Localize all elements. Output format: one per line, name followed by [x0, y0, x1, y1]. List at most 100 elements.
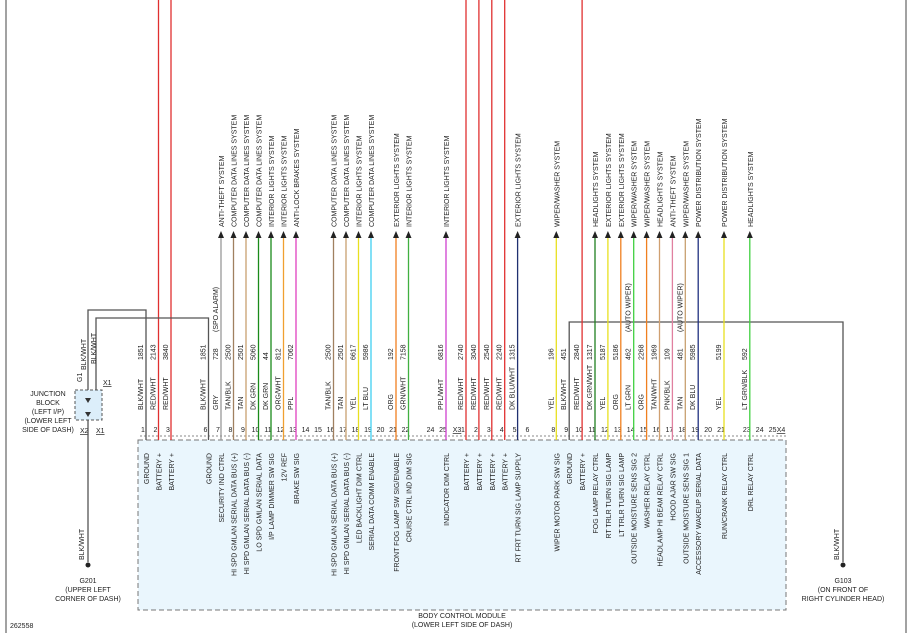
- pin-number: 25: [439, 427, 447, 434]
- circuit-number: 812: [276, 348, 283, 360]
- pin-number: 9: [241, 427, 245, 434]
- circuit-number: 5186: [613, 344, 620, 360]
- destination-system: INTERIOR LIGHTS SYSTEM: [407, 135, 414, 227]
- pin-function: HI SPD GMLAN SERIAL DATA BUS (-): [344, 453, 351, 574]
- destination-system: INTERIOR LIGHTS SYSTEM: [444, 135, 451, 227]
- junction-connector: X1: [96, 428, 105, 435]
- wire-color: LT BLU: [363, 387, 370, 410]
- circuit-number: 196: [548, 348, 555, 360]
- junction-wire: BLK/WHT: [81, 338, 88, 370]
- pin-number: 7: [216, 427, 220, 434]
- arrow: [243, 231, 249, 238]
- pin-function: HI SPD GMLAN SERIAL DATA BUS (+): [332, 453, 339, 576]
- diagram-id: 262558: [10, 623, 33, 630]
- circuit-number: 2540: [484, 344, 491, 360]
- destination-system: COMPUTER DATA LINES SYSTEM: [244, 115, 251, 227]
- pin-function: RUN/CRANK RELAY CTRL: [722, 453, 729, 539]
- destination-system: POWER DISTRIBUTION SYSTEM: [722, 118, 729, 227]
- wire-color: BLK/WHT: [138, 378, 145, 410]
- pin-function: HI SPD GMLAN SERIAL DATA BUS (+): [232, 453, 239, 576]
- wire-color: DK GRN: [263, 383, 270, 410]
- wire-color: TAN/WHT: [652, 378, 659, 410]
- arrow: [393, 231, 399, 238]
- circuit-number: 2840: [574, 344, 581, 360]
- pin-number: 6: [526, 427, 530, 434]
- arrow: [604, 231, 611, 238]
- arrow: [368, 231, 374, 238]
- wire-color: BLK/WHT: [201, 378, 208, 410]
- destination-system: COMPUTER DATA LINES SYSTEM: [232, 115, 239, 227]
- wire-color: TAN: [238, 397, 245, 410]
- pin-function: GROUND: [144, 453, 151, 484]
- pin-function: 12V REF: [282, 453, 289, 481]
- circuit-number: 1851: [201, 344, 208, 360]
- wire-color: TAN: [677, 397, 684, 410]
- pin-number: 16: [327, 427, 335, 434]
- wire-color: PPL/WHT: [438, 378, 445, 410]
- pin-function: GROUND: [567, 453, 574, 484]
- arrow: [443, 231, 449, 238]
- wire-color: BLK/WHT: [561, 378, 568, 410]
- arrow: [669, 231, 676, 238]
- arrow: [643, 231, 650, 238]
- arrow: [405, 231, 412, 238]
- pin-function: WASHER RELAY CTRL: [645, 453, 652, 528]
- destination-system: COMPUTER DATA LINES SYSTEM: [369, 115, 376, 227]
- wire-color: YEL: [351, 397, 358, 410]
- arrow: [617, 231, 624, 238]
- circuit-number: 2500: [326, 344, 333, 360]
- pin-function: BATTERY +: [503, 453, 510, 491]
- circuit-number: 451: [561, 348, 568, 360]
- arrow: [355, 231, 362, 238]
- wire-color: YEL: [600, 397, 607, 410]
- arrow: [553, 231, 560, 238]
- junction-label: BLOCK: [36, 400, 60, 407]
- circuit-number: 2268: [639, 344, 646, 360]
- pin-number: 9: [564, 427, 568, 434]
- pin-number: 21: [717, 427, 725, 434]
- pin-number: 20: [704, 427, 712, 434]
- pin-function: WIPER MOTOR PARK SW SIG: [554, 453, 561, 552]
- pin-function: BATTERY +: [477, 453, 484, 491]
- wire-note: (SPO ALARM): [213, 287, 220, 332]
- circuit-number: 1317: [587, 344, 594, 360]
- pin-number: 22: [402, 427, 410, 434]
- wire-color: DK BLU/WHT: [510, 366, 517, 410]
- pin-function: DRL RELAY CTRL: [748, 453, 755, 511]
- arrow: [330, 231, 337, 238]
- pin-number: 10: [252, 427, 260, 434]
- pin-function: GROUND: [207, 453, 214, 484]
- destination-system: COMPUTER DATA LINES SYSTEM: [344, 115, 351, 227]
- pin-number: 11: [588, 427, 595, 434]
- wire-color: RED/WHT: [151, 377, 158, 410]
- wire-color: YEL: [548, 397, 555, 410]
- ground-location: (ON FRONT OF: [818, 587, 868, 594]
- circuit-number: 5986: [363, 344, 370, 360]
- pin-number: 25: [769, 427, 777, 434]
- pin-number: 15: [640, 427, 648, 434]
- pin-function: BATTERY +: [490, 453, 497, 491]
- arrow: [293, 231, 299, 238]
- pin-function: ACCESSORY WAKEUP SERIAL DATA: [696, 453, 703, 575]
- junction-id: G1: [77, 373, 84, 382]
- ground-location: (UPPER LEFT: [65, 587, 111, 594]
- pin-number: 20: [377, 427, 385, 434]
- pin-function: RT TRLR TURN SIG LAMP: [606, 453, 613, 539]
- pin-function: CRUISE CTRL IND DIM SIG: [407, 453, 414, 542]
- junction-label: (LOWER LEFT: [24, 418, 72, 425]
- module-location: (LOWER LEFT SIDE OF DASH): [412, 622, 513, 629]
- wire-color: RED/WHT: [471, 377, 478, 410]
- destination-system: ANTI-THEFT SYSTEM: [670, 155, 677, 227]
- pin-function: RT FRT TURN SIG LAMP SUPPLY: [516, 453, 523, 563]
- destination-system: INTERIOR LIGHTS SYSTEM: [357, 135, 364, 227]
- junction-wire: BLK/WHT: [91, 332, 98, 364]
- pin-function: OUTSIDE MOISTURE SENS SIG 2: [632, 453, 639, 564]
- wire-color: RED/WHT: [497, 377, 504, 410]
- wire-color: DK GRN/WHT: [587, 364, 594, 410]
- arrow: [343, 231, 349, 238]
- pin-number: 4: [500, 427, 504, 434]
- wire: [87, 309, 147, 440]
- pin-number: 14: [302, 427, 310, 434]
- circuit-number: 5060: [251, 344, 258, 360]
- junction-label: (LEFT I/P): [32, 409, 64, 416]
